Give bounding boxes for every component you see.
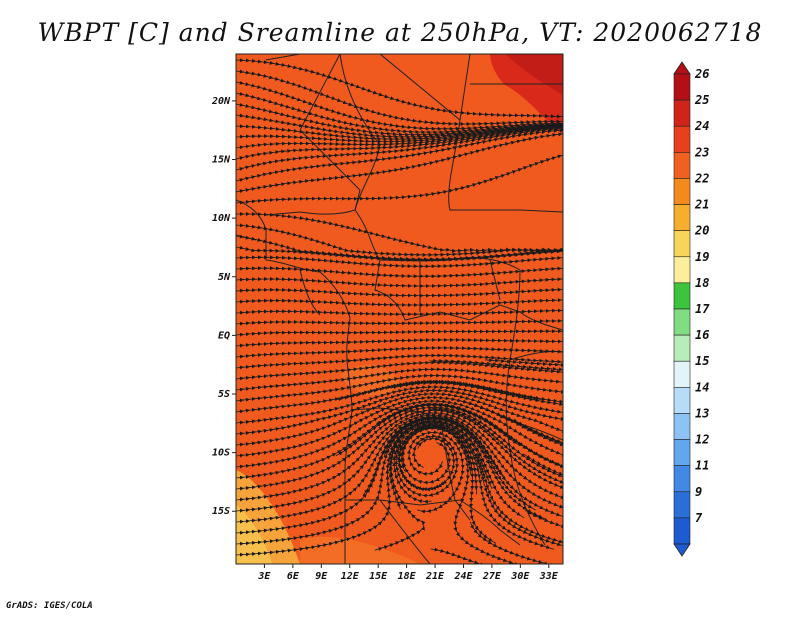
colorbar-cell [673,439,691,466]
colorbar-cell [673,387,691,414]
colorbar-cell [673,125,691,153]
colorbar-cell [673,73,691,101]
x-tick-label: 27E [482,571,502,582]
colorbar-label: 12 [695,433,709,447]
streamline [236,298,563,308]
colorbar-label: 18 [695,276,709,290]
y-tick-label: 5N [218,272,231,283]
streamline [374,419,448,551]
colorbar-cell [673,99,691,127]
colorbar-cell [673,178,691,205]
x-tick-label: 18E [398,571,417,582]
x-tick-label: 33E [539,571,559,582]
streamline [485,358,563,367]
colorbar-cell [673,334,691,362]
colorbar-cell [673,282,691,310]
map-panel [235,53,564,565]
colorbar-cell [673,360,691,388]
y-tick-label: 20N [211,96,231,107]
streamlines [236,58,563,564]
x-tick-label: 24E [453,571,473,582]
colorbar: 26 25 24 23 22 21 20 19 18 17 16 15 14 13 12 11 9 7 [673,61,710,557]
colorbar-label: 13 [695,406,709,420]
x-tick-label: 12E [341,571,360,582]
colorbar-label: 26 [694,67,709,81]
streamline [334,379,542,402]
colorbar-label: 24 [694,119,709,133]
streamline [335,403,521,457]
streamline [469,521,563,564]
colorbar-cell [673,308,691,336]
colorbar-cell [673,204,691,231]
y-tick-label: 10S [212,448,230,459]
map-title: WBPT [C] and Sreamline at 250hPa, VT: 20… [37,18,763,47]
streamline [236,276,563,289]
y-tick-label: 15N [212,155,231,166]
y-tick-label: 15S [212,506,230,517]
colorbar-label: 23 [694,145,709,159]
x-tick-label: 9E [315,571,328,582]
streamline [236,255,563,269]
x-tick-label: 21E [425,571,445,582]
colorbar-cell [673,230,691,258]
streamline [236,266,563,279]
streamline [236,308,563,317]
streamline [236,337,563,348]
colorbar-label: 19 [695,250,709,264]
y-tick-label: 10N [212,213,231,224]
streamline [236,287,563,298]
colorbar-label: 21 [694,198,709,212]
colorbar-cell [673,517,691,545]
x-tick-label: 30E [510,571,530,582]
x-tick-label: 3E [257,571,271,582]
y-tick-label: EQ [218,330,230,341]
streamline [236,329,563,337]
streamline [236,318,563,326]
colorbar-label: 9 [695,485,702,499]
colorbar-bottom-arrow [673,543,691,557]
colorbar-label: 20 [694,224,709,238]
x-tick-label: 15E [369,571,388,582]
colorbar-label: 17 [695,302,710,316]
colorbar-cell [673,491,691,519]
colorbar-cell [673,152,691,179]
colorbar-label: 16 [695,328,709,342]
streamline [524,509,563,529]
streamline [236,154,563,205]
colorbar-cell [673,413,691,440]
x-axis: 3E 6E 9E 12E 15E 18E 21E 24E 27E 30E 33E [257,564,559,582]
colorbar-label: 14 [695,380,709,394]
y-tick-label: 5S [218,389,230,400]
map-frame [235,53,564,565]
colorbar-label: 15 [695,354,709,368]
x-tick-label: 6E [287,571,300,582]
colorbar-label: 22 [694,171,709,185]
streamline [430,547,490,564]
y-axis: 20N 15N 10N 5N EQ 5S 10S 15S [211,96,236,517]
streamline [523,453,563,476]
colorbar-label: 25 [694,93,709,107]
colorbar-label: 7 [695,511,703,525]
colorbar-cell [673,465,691,493]
colorbar-cell [673,256,691,284]
grads-credit: GrADS: IGES/COLA [6,601,93,611]
colorbar-top-arrow [673,61,691,75]
colorbar-label: 11 [695,459,709,473]
